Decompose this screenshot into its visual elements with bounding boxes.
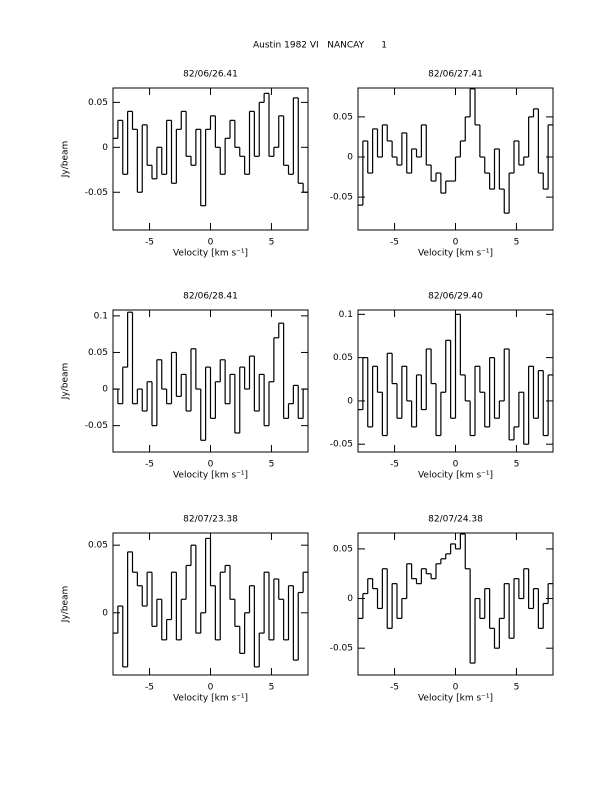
x-tick-label: -5 <box>145 238 154 248</box>
x-tick-label: 5 <box>269 460 275 470</box>
x-tick-label: -5 <box>390 460 399 470</box>
step-riser <box>117 93 304 206</box>
y-tick-label: -0.05 <box>330 644 353 654</box>
y-tick-label: 0 <box>347 396 353 406</box>
x-tick-label: 0 <box>208 683 214 693</box>
x-tick-label: 0 <box>208 238 214 248</box>
step-riser <box>117 538 304 667</box>
x-tick-label: 5 <box>514 238 520 248</box>
y-tick-label: 0 <box>102 608 108 618</box>
y-tick-label: -0.05 <box>330 440 353 450</box>
x-axis-label: Velocity [km s⁻¹] <box>418 694 493 704</box>
x-axis-label: Velocity [km s⁻¹] <box>173 694 248 704</box>
y-tick-label: 0.05 <box>333 353 353 363</box>
y-tick-label: -0.05 <box>85 188 108 198</box>
panel-title: 82/06/28.41 <box>183 292 238 302</box>
x-axis-label: Velocity [km s⁻¹] <box>418 249 493 259</box>
y-tick-label: 0 <box>347 152 353 162</box>
step-riser <box>362 314 549 445</box>
panel-title: 82/07/24.38 <box>428 515 483 525</box>
y-tick-label: -0.05 <box>85 421 108 431</box>
y-tick-label: 0.05 <box>333 112 353 122</box>
x-tick-label: 5 <box>514 683 520 693</box>
x-axis-label: Velocity [km s⁻¹] <box>173 249 248 259</box>
x-tick-label: 5 <box>269 683 275 693</box>
y-tick-label: 0.05 <box>333 544 353 554</box>
y-tick-label: 0 <box>102 143 108 153</box>
x-tick-label: -5 <box>390 683 399 693</box>
x-tick-label: -5 <box>390 238 399 248</box>
x-tick-label: 5 <box>514 460 520 470</box>
y-tick-label: 0 <box>102 385 108 395</box>
x-axis-label: Velocity [km s⁻¹] <box>173 471 248 481</box>
y-axis-label: Jy/beam <box>61 141 71 179</box>
panel-title: 82/06/27.41 <box>428 70 483 80</box>
y-tick-label: 0.1 <box>94 311 108 321</box>
panel-title: 82/06/26.41 <box>183 70 238 80</box>
x-axis-label: Velocity [km s⁻¹] <box>418 471 493 481</box>
step-riser <box>117 312 304 441</box>
y-tick-label: 0.1 <box>339 310 353 320</box>
x-tick-label: 0 <box>453 238 459 248</box>
y-tick-label: -0.05 <box>330 193 353 203</box>
x-tick-label: -5 <box>145 683 154 693</box>
figure-title: Austin 1982 VI NANCAY 1 <box>253 41 387 51</box>
y-axis-label: Jy/beam <box>61 586 71 624</box>
step-riser <box>362 88 549 214</box>
panel-title: 82/07/23.38 <box>183 515 238 525</box>
x-tick-label: -5 <box>145 460 154 470</box>
x-tick-label: 5 <box>269 238 275 248</box>
y-axis-label: Jy/beam <box>61 363 71 401</box>
x-tick-label: 0 <box>453 683 459 693</box>
y-tick-label: 0.05 <box>88 98 108 108</box>
x-tick-label: 0 <box>208 460 214 470</box>
y-tick-label: 0.05 <box>88 348 108 358</box>
x-tick-label: 0 <box>453 460 459 470</box>
step-riser <box>362 533 549 664</box>
y-tick-label: 0.05 <box>88 541 108 551</box>
y-tick-label: 0 <box>347 594 353 604</box>
panel-title: 82/06/29.40 <box>428 292 483 302</box>
